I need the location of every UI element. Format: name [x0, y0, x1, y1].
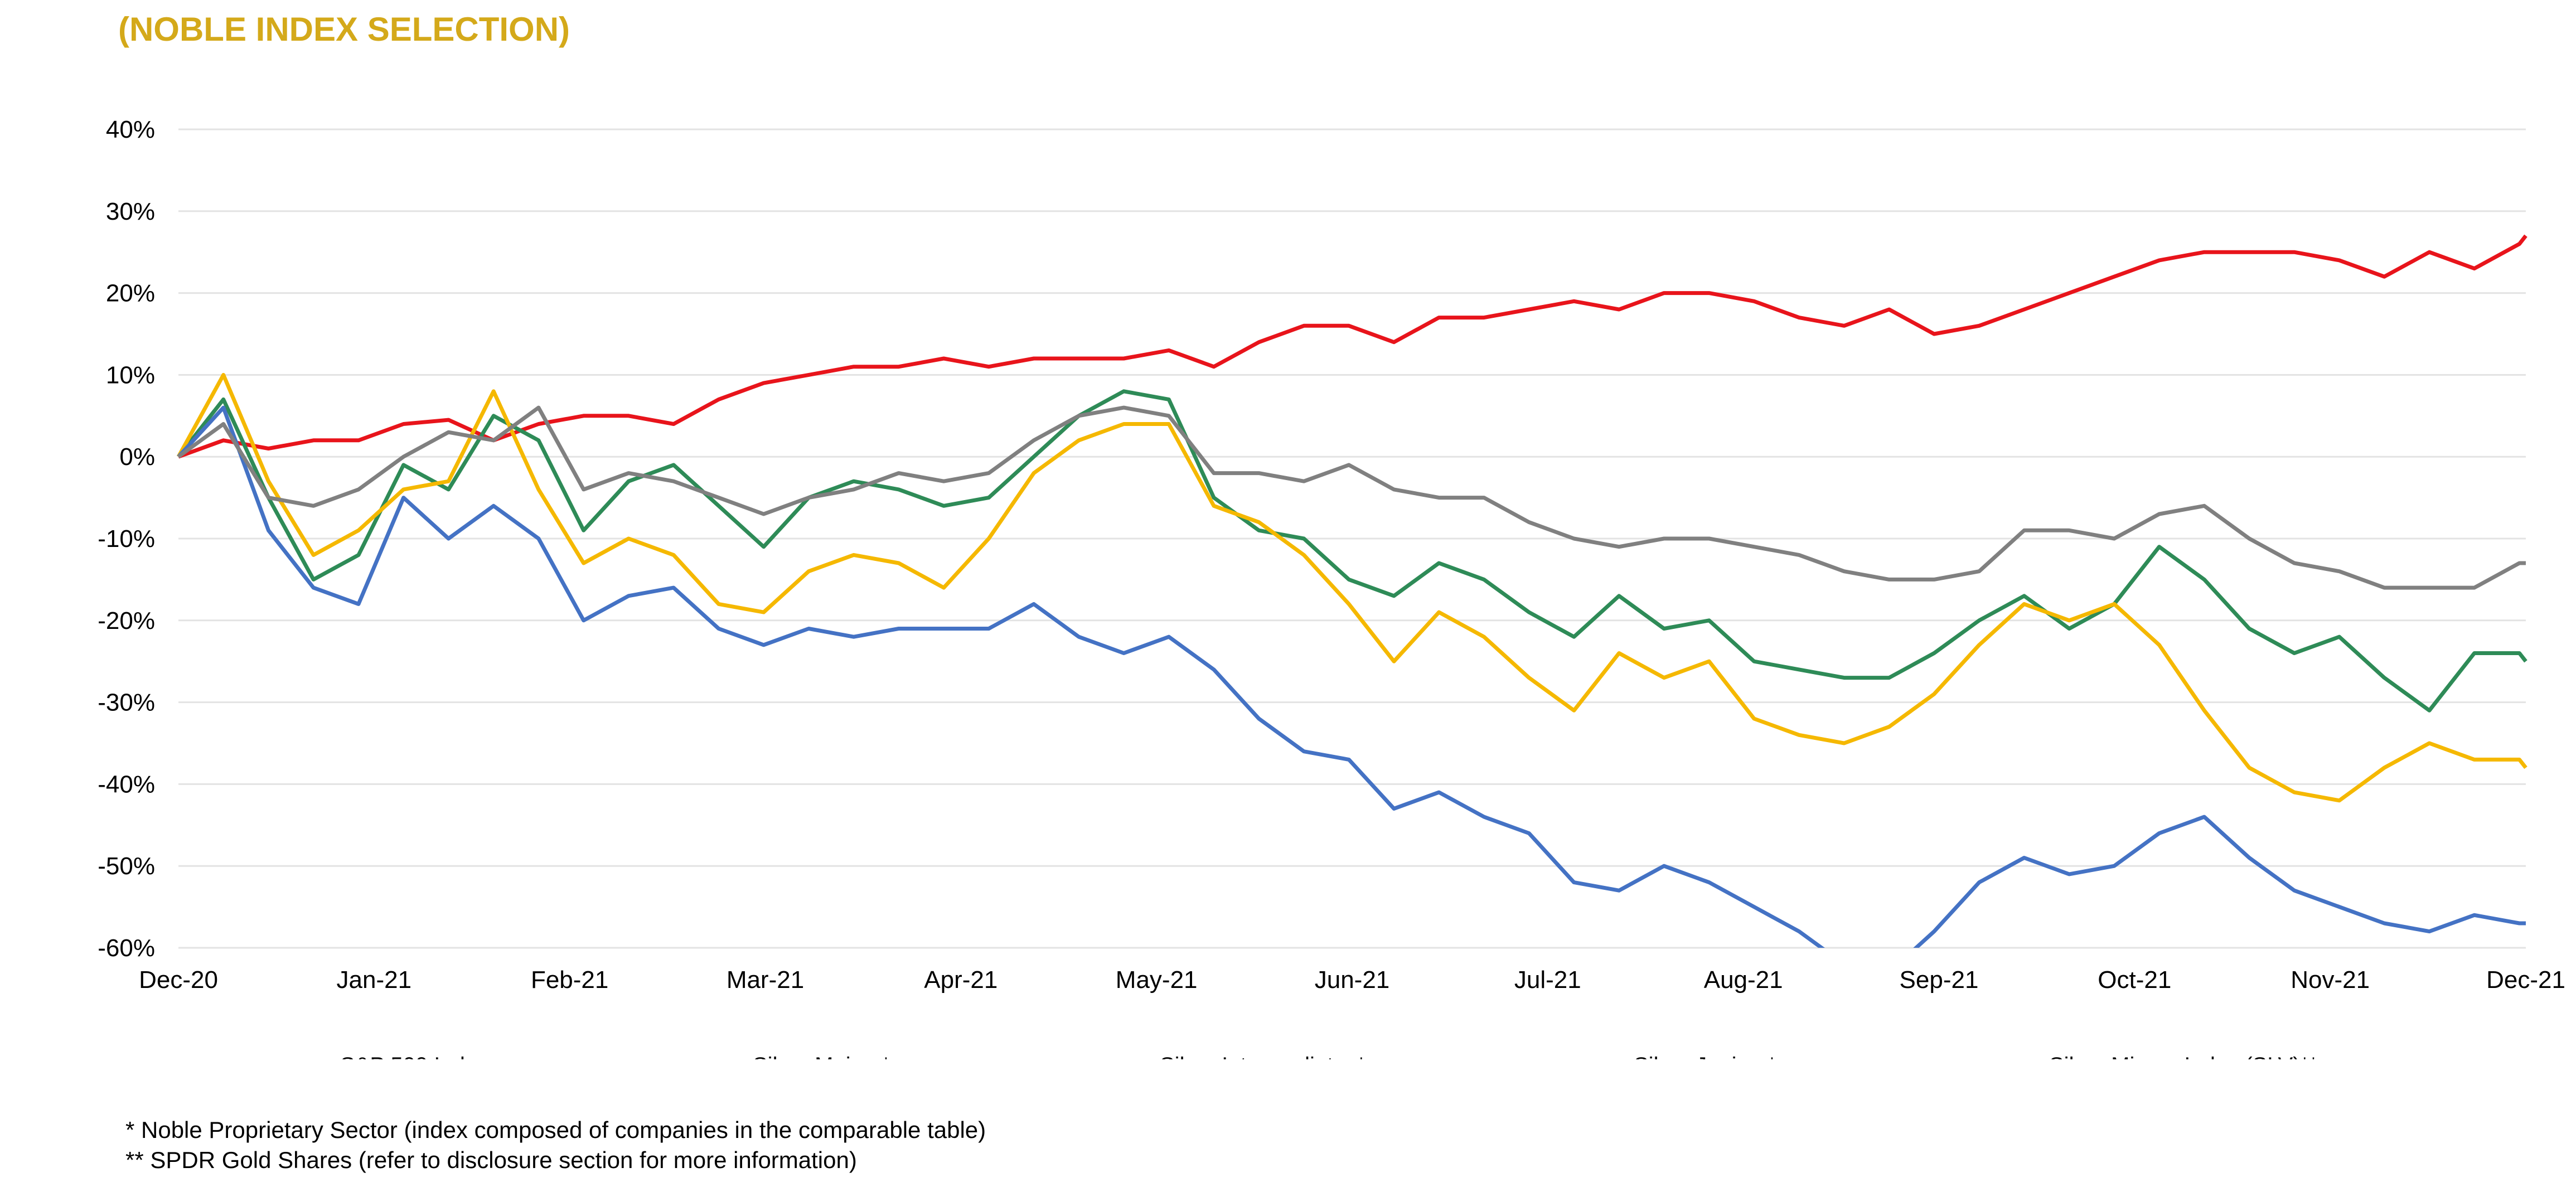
- legend-label: Silver Intermediates*: [1160, 1053, 1366, 1059]
- series-line: [177, 405, 2526, 590]
- x-axis: Dec-20 Jan-21 Feb-21 Mar-21 Apr-21 May-21 Jun-…: [139, 966, 2565, 994]
- grid-lines: [178, 128, 2526, 949]
- legend-label: Silver Majors*: [753, 1053, 890, 1059]
- x-tick-label: Dec-20: [139, 966, 218, 994]
- series-line: [177, 389, 2527, 713]
- x-tick-label: Aug-21: [1704, 966, 1783, 994]
- y-tick-label: -60%: [98, 934, 155, 962]
- x-tick-label: Jan-21: [337, 966, 412, 994]
- y-tick-label: 10%: [106, 361, 155, 389]
- y-tick-label: -40%: [98, 771, 155, 798]
- series-line: [177, 234, 2527, 459]
- x-tick-label: Feb-21: [531, 966, 608, 994]
- footnote-slv: ** SPDR Gold Shares (refer to disclosure…: [125, 1147, 857, 1173]
- legend-item: S&P 500 Index: [340, 1053, 488, 1059]
- legend: S&P 500 Index Silver Majors* Silver Interm…: [340, 1053, 2318, 1059]
- y-tick-label: 20%: [106, 280, 155, 307]
- x-tick-label: Nov-21: [2291, 966, 2370, 994]
- series-lines: [176, 234, 2527, 948]
- legend-item: Silver Majors*: [753, 1053, 890, 1059]
- x-tick-label: Jul-21: [1514, 966, 1581, 994]
- x-tick-label: Sep-21: [1900, 966, 1979, 994]
- legend-label: Silver Juniors*: [1634, 1053, 1776, 1059]
- footnotes: * Noble Proprietary Sector (index compos…: [125, 1115, 986, 1175]
- x-tick-label: Jun-21: [1315, 966, 1390, 994]
- series-line: [177, 405, 2526, 948]
- y-tick-label: -50%: [98, 852, 155, 880]
- legend-label: Silver Miners Index (SLV)**: [2049, 1053, 2318, 1059]
- legend-item: Silver Miners Index (SLV)**: [2049, 1053, 2318, 1059]
- y-tick-label: 40%: [106, 116, 155, 143]
- legend-item: Silver Intermediates*: [1160, 1053, 1366, 1059]
- y-tick-label: -20%: [98, 607, 155, 634]
- y-tick-label: 30%: [106, 198, 155, 225]
- page-title: (NOBLE INDEX SELECTION): [118, 11, 570, 48]
- legend-item: Silver Juniors*: [1634, 1053, 1776, 1059]
- footnote-sector: * Noble Proprietary Sector (index compos…: [125, 1117, 986, 1143]
- x-tick-label: Apr-21: [924, 966, 998, 994]
- x-tick-label: Dec-21: [2486, 966, 2565, 994]
- x-tick-label: Mar-21: [727, 966, 804, 994]
- y-axis: 40% 30% 20% 10% 0% -10% -20% -30% -40% -50% -60%: [98, 116, 155, 962]
- y-tick-label: 0%: [119, 443, 155, 471]
- y-tick-label: -30%: [98, 689, 155, 716]
- y-tick-label: -10%: [98, 525, 155, 553]
- line-chart: 40% 30% 20% 10% 0% -10% -20% -30% -40% -50% -60% D…: [98, 116, 2565, 1059]
- legend-label: S&P 500 Index: [340, 1053, 488, 1059]
- series-line: [176, 372, 2527, 803]
- x-tick-label: May-21: [1116, 966, 1198, 994]
- x-tick-label: Oct-21: [2098, 966, 2171, 994]
